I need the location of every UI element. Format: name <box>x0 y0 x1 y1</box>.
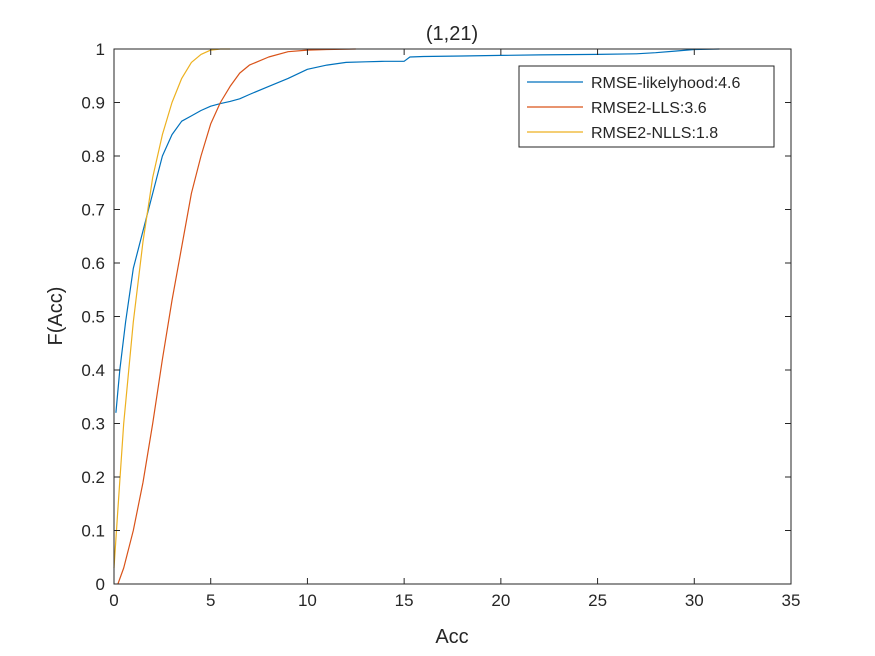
legend-label-rmse2-lls: RMSE2-LLS:3.6 <box>591 100 707 117</box>
y-tick-label: 0.8 <box>81 147 105 166</box>
legend: RMSE-likelyhood:4.6 RMSE2-LLS:3.6 RMSE2-… <box>518 65 775 148</box>
y-tick-label: 0.1 <box>81 522 105 541</box>
y-tick-label: 1 <box>96 40 105 59</box>
x-tick-label: 35 <box>782 591 801 610</box>
series-layer <box>113 48 720 585</box>
y-tick-label: 0.3 <box>81 415 105 434</box>
y-tick-label: 0.5 <box>81 308 105 327</box>
series-line-rmse-likelyhood <box>115 48 720 413</box>
series-line-rmse2-nlls <box>113 48 231 569</box>
legend-label-rmse2-nlls: RMSE2-NLLS:1.8 <box>591 125 718 142</box>
y-tick-label: 0 <box>96 575 105 594</box>
x-tick-label: 10 <box>298 591 317 610</box>
chart-title: (1,21) <box>426 23 478 45</box>
legend-label-rmse-likelyhood: RMSE-likelyhood:4.6 <box>591 75 741 92</box>
y-axis-label: F(Acc) <box>45 287 67 346</box>
x-tick-label: 5 <box>206 591 215 610</box>
ticks-layer: 0 5 10 15 20 25 30 35 0 0.1 0.2 0.3 0.4 0.5 0.6 0.7 0.8 0… <box>81 40 800 610</box>
y-tick-label: 0.2 <box>81 468 105 487</box>
y-tick-label: 0.7 <box>81 201 105 220</box>
x-tick-label: 25 <box>588 591 607 610</box>
x-axis-label: Acc <box>435 626 468 648</box>
y-tick-label: 0.9 <box>81 94 105 113</box>
x-tick-label: 15 <box>395 591 414 610</box>
y-tick-label: 0.4 <box>81 361 105 380</box>
y-tick-label: 0.6 <box>81 254 105 273</box>
series-line-rmse2-lls <box>117 48 356 585</box>
x-tick-label: 20 <box>491 591 510 610</box>
x-tick-label: 30 <box>685 591 704 610</box>
x-tick-label: 0 <box>109 591 118 610</box>
